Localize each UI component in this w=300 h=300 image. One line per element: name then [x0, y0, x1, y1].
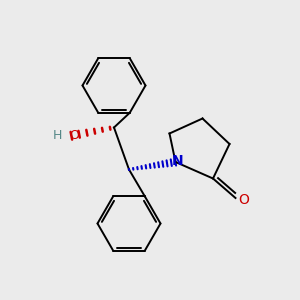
Text: O: O — [238, 194, 249, 207]
Text: N: N — [172, 154, 184, 168]
Text: O: O — [69, 129, 79, 142]
Text: H: H — [53, 129, 62, 142]
